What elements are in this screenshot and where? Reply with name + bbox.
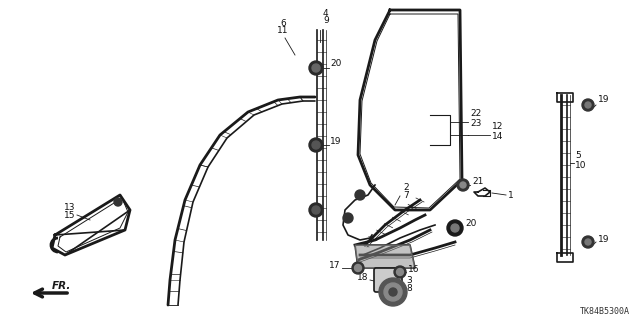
Text: 20: 20	[330, 60, 341, 68]
Text: 21: 21	[472, 178, 483, 187]
Text: 11: 11	[277, 26, 289, 35]
Text: 1: 1	[508, 190, 514, 199]
Circle shape	[582, 236, 594, 248]
Text: 15: 15	[63, 211, 75, 220]
Text: 7: 7	[403, 191, 409, 200]
Circle shape	[343, 213, 353, 223]
Text: 23: 23	[470, 119, 481, 128]
Text: 8: 8	[406, 284, 412, 293]
Text: 6: 6	[280, 19, 286, 28]
Circle shape	[457, 179, 469, 191]
Circle shape	[312, 206, 320, 214]
FancyBboxPatch shape	[374, 268, 402, 292]
Text: TK84B5300A: TK84B5300A	[580, 307, 630, 316]
Text: 16: 16	[408, 266, 419, 275]
Circle shape	[309, 203, 323, 217]
Circle shape	[582, 99, 594, 111]
Text: 19: 19	[598, 236, 609, 244]
Text: 18: 18	[356, 274, 368, 283]
Circle shape	[309, 61, 323, 75]
Text: 17: 17	[328, 260, 340, 269]
Circle shape	[451, 224, 459, 232]
Circle shape	[447, 220, 463, 236]
Circle shape	[309, 138, 323, 152]
Text: 12: 12	[492, 122, 504, 131]
Polygon shape	[355, 245, 415, 268]
Circle shape	[352, 262, 364, 274]
Circle shape	[397, 268, 403, 276]
Text: 20: 20	[465, 220, 476, 228]
Circle shape	[384, 283, 402, 301]
Text: 19: 19	[598, 95, 609, 105]
Circle shape	[379, 278, 407, 306]
Text: 4: 4	[323, 9, 328, 18]
Circle shape	[355, 265, 362, 271]
Text: 13: 13	[63, 203, 75, 212]
Text: 9: 9	[323, 16, 329, 25]
Text: FR.: FR.	[52, 281, 72, 291]
Circle shape	[389, 288, 397, 296]
Circle shape	[355, 190, 365, 200]
Text: 3: 3	[406, 276, 412, 285]
Circle shape	[585, 239, 591, 245]
Text: 10: 10	[575, 161, 586, 170]
Text: 19: 19	[330, 138, 342, 147]
Circle shape	[312, 64, 320, 72]
Text: 2: 2	[403, 183, 408, 192]
Text: 22: 22	[470, 109, 481, 118]
Circle shape	[312, 141, 320, 149]
Circle shape	[460, 182, 466, 188]
Circle shape	[394, 266, 406, 278]
Circle shape	[114, 198, 122, 206]
Text: 14: 14	[492, 132, 504, 141]
Circle shape	[585, 102, 591, 108]
Text: 5: 5	[575, 151, 580, 160]
